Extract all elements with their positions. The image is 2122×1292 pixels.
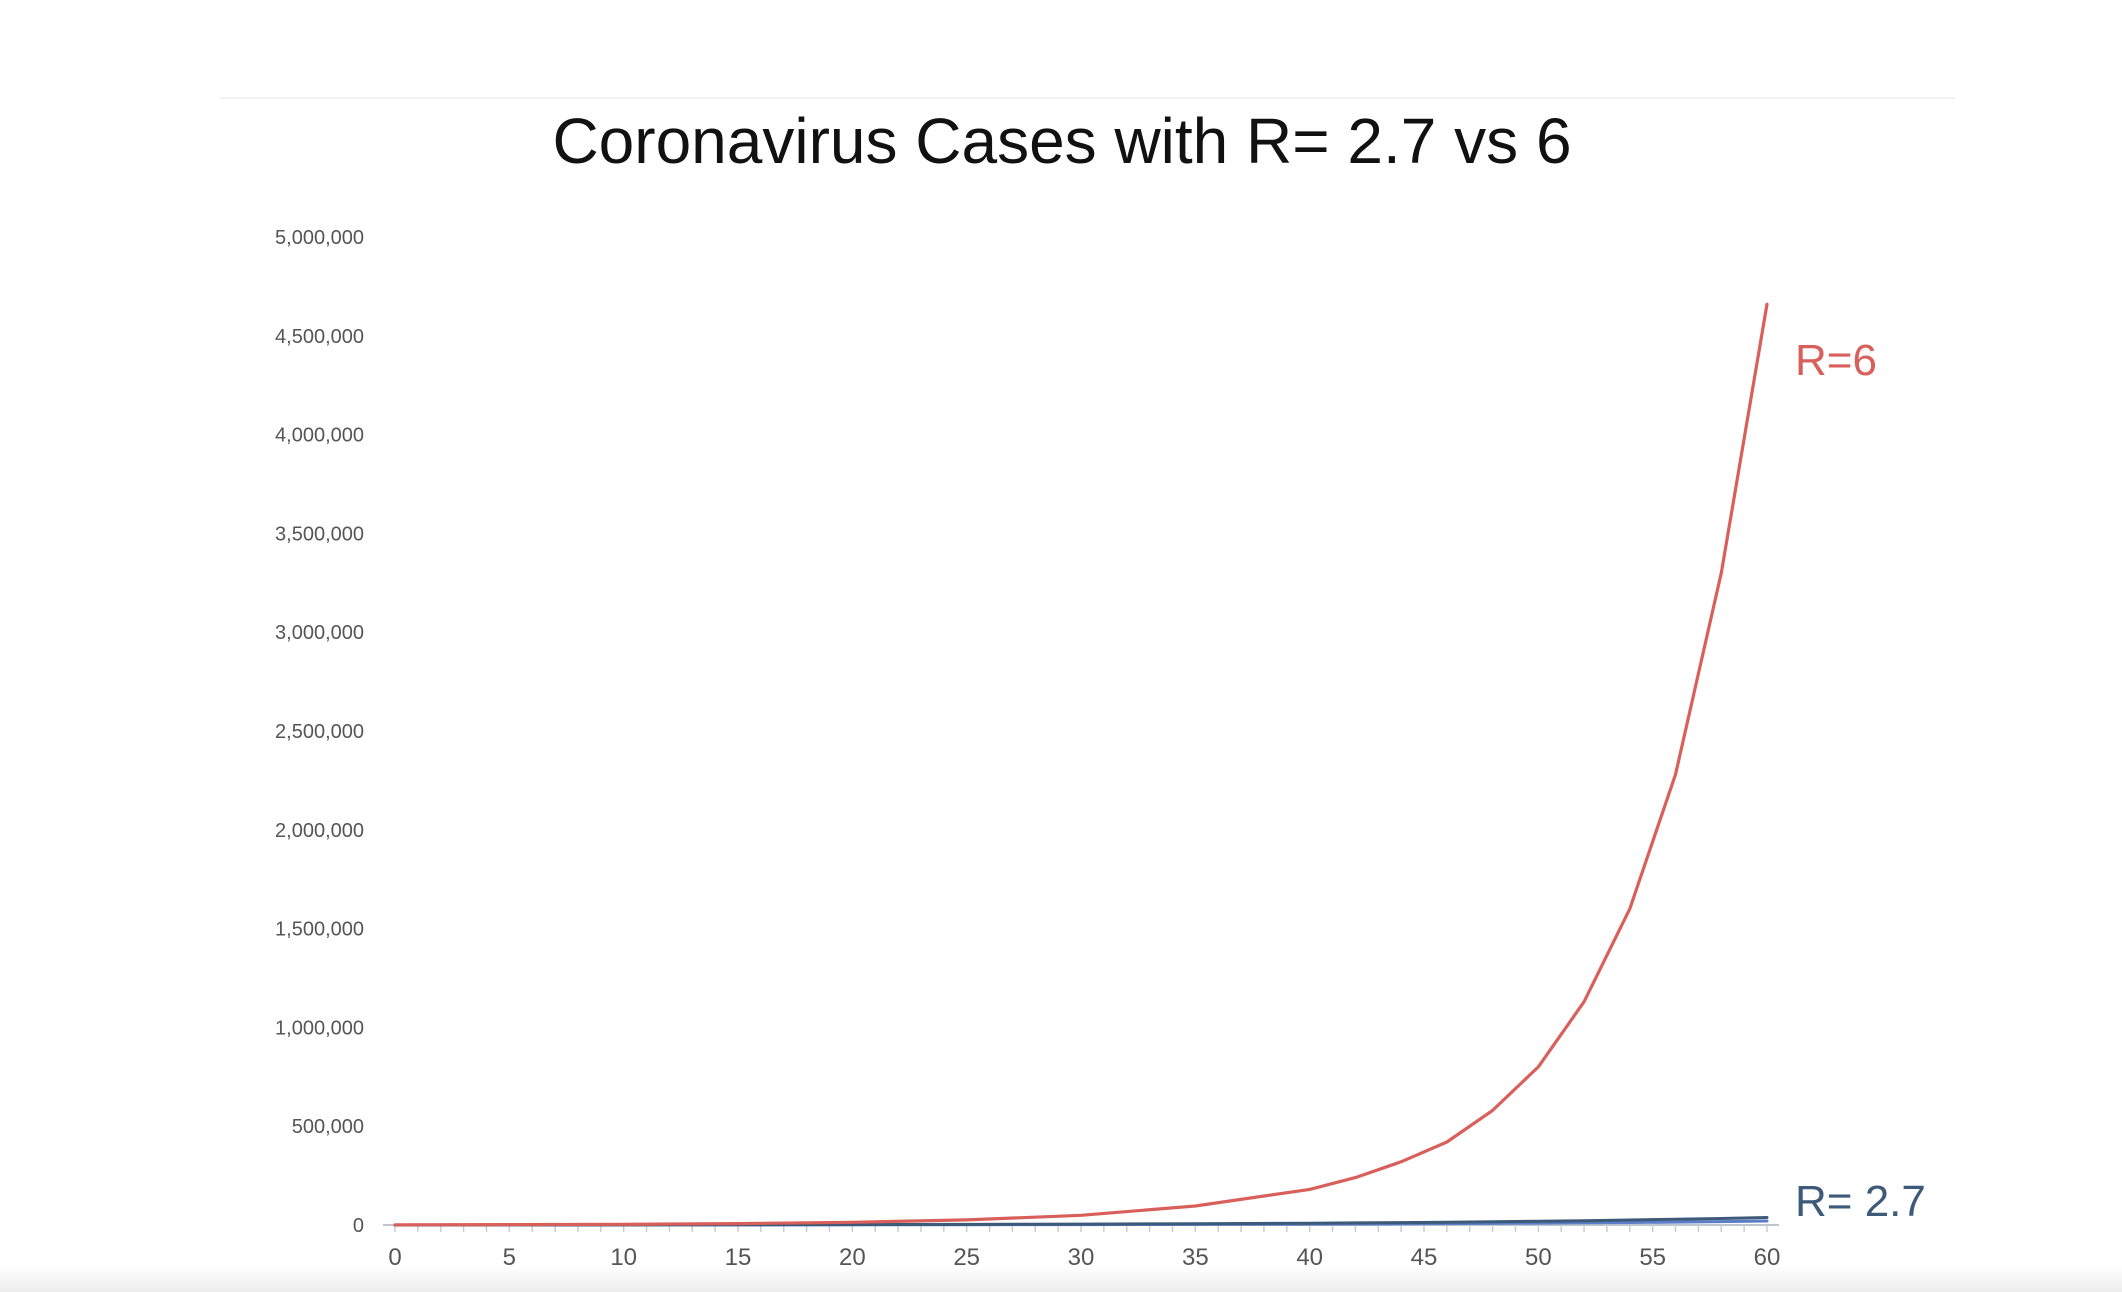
bottom-fade	[0, 1266, 2122, 1292]
x-tick-label: 5	[503, 1244, 516, 1271]
y-axis: 0 500,000 1,000,000 1,500,000 2,000,000 2,500…	[275, 227, 364, 1237]
y-tick-label: 3,500,000	[275, 523, 364, 545]
y-tick-label: 4,500,000	[275, 326, 364, 348]
series-line-r6	[393, 302, 1769, 1227]
y-tick-label: 3,000,000	[275, 622, 364, 644]
y-tick-label: 2,000,000	[275, 820, 364, 842]
series-label-r6: R=6	[1795, 336, 1877, 385]
y-tick-label: 1,000,000	[275, 1017, 364, 1039]
y-tick-label: 0	[353, 1215, 364, 1237]
y-tick-label: 4,000,000	[275, 425, 364, 447]
series-label-r27: R= 2.7	[1795, 1177, 1926, 1226]
series-labels: R=6 R= 2.7	[1795, 336, 1926, 1226]
x-axis: 0 5 10 15 20 25 30 35 40 45 50 55 60	[383, 1224, 1780, 1271]
chart-title: Coronavirus Cases with R= 2.7 vs 6	[552, 105, 1571, 177]
y-tick-label: 1,500,000	[275, 919, 364, 941]
x-tick-label: 0	[388, 1244, 401, 1271]
y-tick-label: 500,000	[292, 1116, 364, 1138]
series-lines	[393, 302, 1769, 1227]
y-tick-label: 5,000,000	[275, 227, 364, 249]
y-tick-label: 2,500,000	[275, 721, 364, 743]
